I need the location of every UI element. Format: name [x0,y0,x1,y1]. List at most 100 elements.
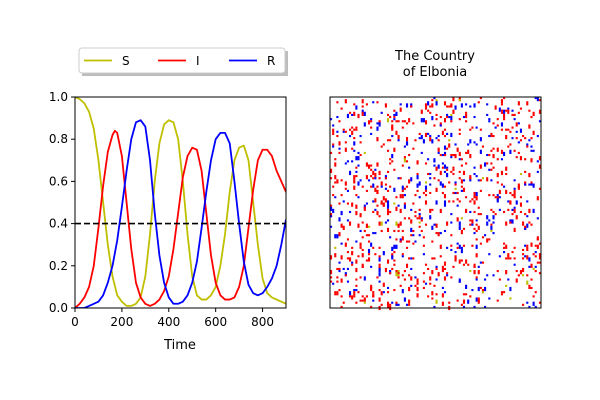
map-cell-recovered [498,107,501,112]
map-cell-infected [500,111,504,114]
map-cell-infected [429,111,432,114]
map-cell-infected [532,253,535,256]
map-cell-recovered [348,210,352,214]
map-cell-infected [359,141,362,144]
map-cell-infected [477,225,480,230]
map-cell-infected [370,305,373,308]
map-cell-infected [353,175,356,180]
map-cell-infected [424,263,428,266]
map-cell-infected [462,244,466,247]
map-cell-infected [450,120,453,123]
map-cell-infected [458,177,461,180]
map-cell-infected [414,210,417,214]
map-cell-infected [330,177,333,180]
map-cell-infected [437,139,440,142]
map-cell-infected [469,200,472,203]
map-cell-recovered [450,213,453,216]
map-cell-infected [536,238,539,241]
map-cell-infected [397,134,400,140]
map-cell-infected [380,145,383,148]
map-cell-infected [401,126,404,129]
map-cell-recovered [460,103,463,108]
map-cell-recovered [441,286,444,290]
map-cell-recovered [399,103,402,106]
map-cell-infected [348,128,352,131]
map-cell-infected [439,244,442,249]
map-cell-infected [367,120,371,125]
map-cell-infected [517,274,520,277]
map-cell-infected [443,194,447,199]
map-cell-infected [460,179,463,184]
map-cell-recovered [526,223,529,228]
map-cell-recovered [433,305,436,308]
map-cell-recovered [346,267,349,271]
map-cell-susceptible-marked [509,297,512,300]
map-cell-infected [443,153,447,157]
map-cell-infected [365,189,368,192]
map-cell-recovered [363,122,366,127]
y-tick-label: 0.8 [49,132,68,146]
map-cell-infected [465,120,468,123]
map-cell-recovered [526,200,529,203]
map-cell-infected [429,137,432,142]
map-cell-infected [401,229,404,233]
map-cell-recovered [410,267,413,271]
map-cell-recovered [454,181,457,184]
map-cell-infected [405,240,409,243]
map-cell-recovered [357,156,360,161]
map-cell-infected [433,284,436,287]
map-cell-infected [530,263,533,268]
map-cell-infected [374,187,377,192]
map-cell-infected [393,251,396,254]
map-cell-infected [391,267,394,271]
map-cell-recovered [403,194,406,197]
map-cell-infected [418,208,421,211]
map-cell-infected [488,194,491,197]
map-cell-infected [355,284,358,287]
map-cell-recovered [393,113,396,116]
map-cell-infected [353,295,356,298]
map-cell-infected [431,257,434,260]
map-cell-recovered [454,143,457,146]
map-cell-infected [334,291,337,296]
map-cell-infected [433,257,436,260]
map-cell-infected [403,278,406,281]
map-cell-infected [422,191,425,195]
map-cell-susceptible-marked [450,113,453,116]
map-cell-recovered [484,286,487,292]
map-cell-infected [395,130,398,135]
map-cell-infected [437,232,440,237]
map-title: The Country of Elbonia [394,49,475,80]
map-cell-recovered [435,200,438,205]
map-cell-recovered [386,200,390,203]
map-cell-infected [376,204,379,207]
map-cell-infected [378,170,381,176]
map-cell-infected [340,278,343,283]
map-cell-recovered [534,265,537,268]
map-cell-infected [505,134,508,140]
map-cell-recovered [435,137,438,140]
map-cell-recovered [376,122,379,125]
map-cell-infected [351,246,354,249]
map-cell-infected [401,120,404,123]
map-cell-infected [418,225,421,228]
map-cell-infected [467,149,470,154]
map-cell-recovered [427,158,430,161]
map-cell-infected [443,134,447,138]
map-cell-infected [515,156,518,159]
map-cell-infected [534,291,537,294]
map-cell-infected [344,274,347,277]
map-cell-recovered [338,147,341,150]
map-cell-recovered [473,103,476,108]
map-cell-infected [412,202,415,205]
map-cell-infected [340,223,343,228]
map-cell-infected [473,227,476,230]
map-cell-infected [384,198,387,203]
map-cell-infected [519,139,523,142]
map-cell-infected [469,219,472,222]
map-cell-recovered [532,183,535,188]
map-cell-infected [361,265,364,268]
map-cell-infected [382,204,385,207]
map-cell-infected [378,289,381,292]
map-cell-infected [429,191,432,195]
